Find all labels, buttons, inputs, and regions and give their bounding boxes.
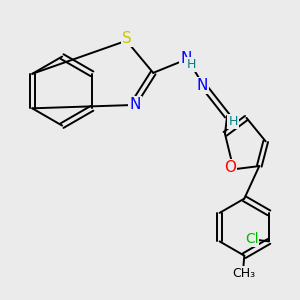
Text: N: N — [180, 51, 192, 66]
Text: H: H — [229, 115, 238, 128]
Text: H: H — [187, 58, 196, 71]
Text: N: N — [197, 78, 208, 93]
Text: O: O — [224, 160, 236, 175]
Text: Cl: Cl — [245, 232, 258, 246]
Text: CH₃: CH₃ — [232, 267, 255, 280]
Text: N: N — [130, 97, 141, 112]
Text: S: S — [122, 31, 132, 46]
